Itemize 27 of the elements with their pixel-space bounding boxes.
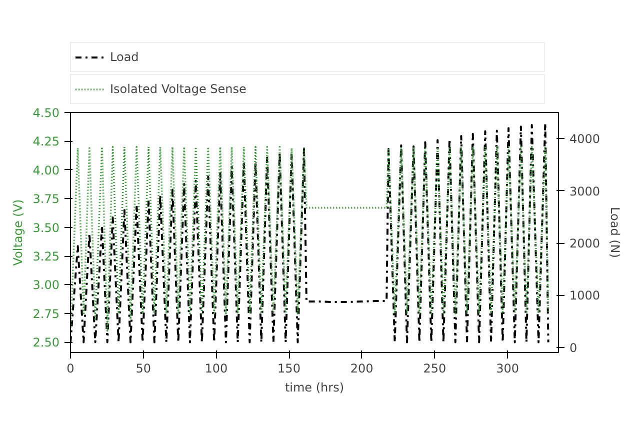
y-tick-label: 3.50 bbox=[32, 220, 60, 235]
y-tick-label: 3.00 bbox=[32, 278, 60, 292]
line-series bbox=[70, 146, 550, 332]
y-tick-label: 2.50 bbox=[32, 336, 60, 350]
x-tick-label: 250 bbox=[423, 362, 446, 376]
x-tick-label: 150 bbox=[278, 362, 300, 376]
y2-tick-label: 4000 bbox=[570, 132, 600, 146]
y-tick-label: 4.00 bbox=[32, 163, 60, 178]
y-tick-label: 4.25 bbox=[32, 134, 60, 149]
y-axis-title: Voltage (V) bbox=[10, 199, 25, 266]
x-tick-label: 200 bbox=[350, 362, 374, 376]
y-tick-label: 4.50 bbox=[32, 106, 60, 120]
y2-tick-label: 3000 bbox=[570, 184, 600, 198]
x-tick-label: 50 bbox=[136, 362, 151, 376]
y2-axis-title: Load (N) bbox=[608, 207, 622, 258]
legend-label: Load bbox=[110, 50, 140, 64]
y-tick-label: 3.25 bbox=[32, 250, 60, 264]
y2-tick-label: 0 bbox=[570, 340, 578, 355]
y-tick-label: 3.75 bbox=[32, 192, 60, 206]
y2-tick-label: 1000 bbox=[570, 288, 600, 303]
x-tick-label: 0 bbox=[66, 362, 74, 376]
y-tick-label: 2.75 bbox=[32, 306, 60, 321]
x-axis-title: time (hrs) bbox=[284, 380, 344, 394]
y2-tick-label: 2000 bbox=[570, 236, 600, 251]
x-tick-label: 100 bbox=[204, 362, 228, 376]
legend-label: Isolated Voltage Sense bbox=[110, 82, 248, 96]
x-tick-label: 300 bbox=[496, 362, 519, 376]
